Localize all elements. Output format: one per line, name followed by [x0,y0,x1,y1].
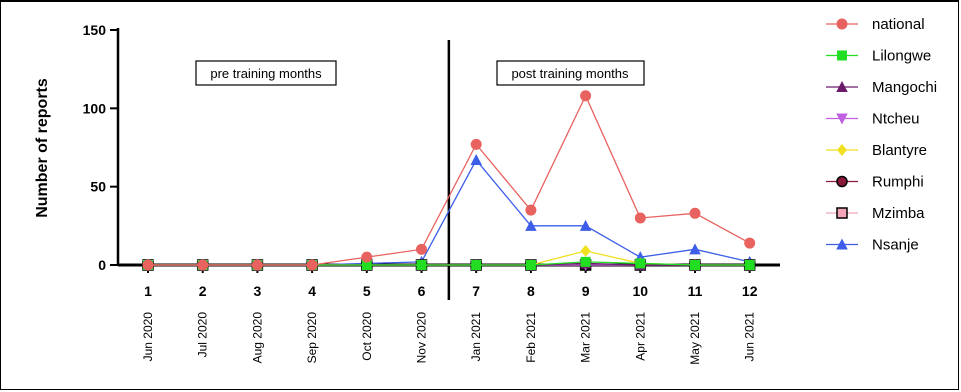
data-point [142,259,154,271]
x-tick-label: 10 [633,283,649,299]
post-training-box: post training months [496,60,645,86]
x-tick-label: 8 [527,283,535,299]
data-point [579,219,592,231]
x-tick-label: 1 [144,283,152,299]
y-tick-label: 0 [98,257,106,273]
y-tick-label: 100 [83,100,107,116]
data-point [197,259,209,271]
month-label: Jun 2021 [743,312,757,362]
data-point [361,251,373,263]
legend-label: Blantyre [872,142,927,159]
legend-label: Nsanje [872,237,919,254]
pre-training-box: pre training months [195,60,337,86]
y-tick-label: 50 [90,179,106,195]
series-national [142,90,756,271]
data-point [525,219,537,231]
legend-item-ntcheu: Ntcheu [826,111,920,128]
month-label: Mar 2021 [579,312,593,363]
legend-marker [836,113,848,125]
data-point [689,207,701,219]
data-point [416,260,427,270]
legend-item-mzimba: Mzimba [826,205,925,222]
legend-label: national [872,16,925,33]
month-label: Nov 2020 [415,312,429,364]
data-point [470,154,482,166]
data-point [580,256,591,267]
pre-training-label: pre training months [210,66,322,81]
x-tick-label: 11 [688,283,703,299]
legend-marker [836,81,848,92]
data-point [634,212,646,224]
month-label: May 2021 [688,312,702,365]
month-label: Jan 2021 [469,312,483,362]
data-point [525,260,536,270]
x-tick-label: 4 [308,283,316,299]
y-axis-label: Number of reports [34,78,51,218]
post-training-label: post training months [511,66,629,81]
x-tick-label: 9 [582,283,590,299]
x-tick-label: 2 [199,283,207,299]
month-label: Jun 2020 [141,312,155,362]
data-point [361,260,372,270]
y-tick-label: 150 [83,22,107,38]
legend-item-blantyre: Blantyre [826,142,927,159]
data-point [306,259,318,271]
legend-item-mangochi: Mangochi [826,79,937,96]
data-point [251,259,263,271]
month-label: Feb 2021 [524,312,538,363]
legend-marker [837,144,847,156]
data-point [689,243,701,255]
legend-item-rumphi: Rumphi [826,174,924,191]
legend-marker [836,18,848,30]
month-label: Jul 2020 [196,312,210,358]
x-tick-label: 7 [472,283,480,299]
data-point [525,204,537,216]
legend-marker [836,238,848,250]
x-tick-label: 3 [254,283,262,299]
legend-label: Mangochi [872,79,937,96]
month-label: Oct 2020 [360,312,374,361]
month-label: Aug 2020 [250,312,264,364]
legend-marker [837,50,847,61]
legend-label: Mzimba [872,205,925,222]
x-tick-label: 6 [418,283,426,299]
data-point [690,260,700,270]
series-line [148,94,751,266]
legend-label: Ntcheu [872,111,920,128]
data-point [744,237,756,249]
legend-marker [836,175,848,188]
x-tick-label: 5 [363,283,371,299]
legend-marker [836,207,848,219]
data-point [580,90,592,102]
legend-label: Lilongwe [872,48,931,65]
legend-item-nsanje: Nsanje [826,237,919,254]
data-point [580,244,591,257]
legend-item-national: national [826,16,925,33]
data-point [470,138,482,150]
data-point [744,260,755,270]
data-point [416,243,427,255]
x-tick-label: 12 [742,283,758,299]
data-point [471,260,482,270]
month-label: Apr 2021 [633,312,647,361]
month-label: Sep 2020 [305,312,319,364]
legend-label: Rumphi [872,174,924,191]
legend-item-lilongwe: Lilongwe [826,48,931,65]
data-point [635,258,646,269]
